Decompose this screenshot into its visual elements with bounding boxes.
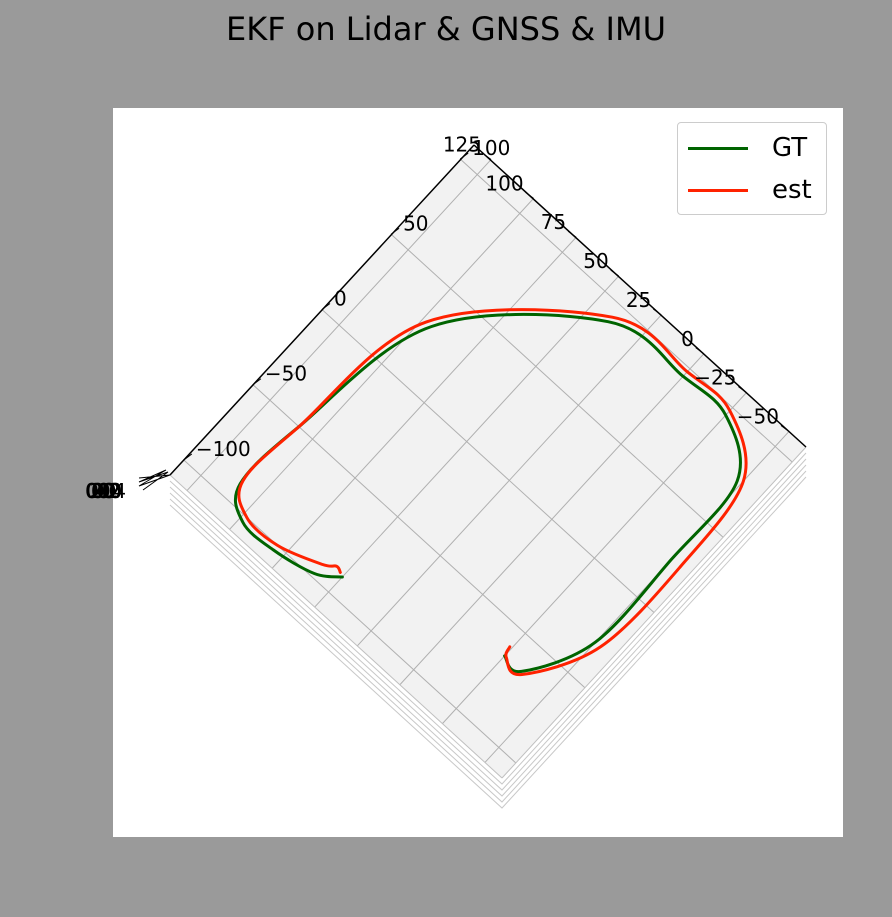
grid-line-y-3: [314, 275, 620, 608]
side-pane-line-3: [169, 464, 807, 797]
legend-label-est: est: [772, 175, 812, 205]
legend-swatch-gt: [688, 146, 748, 150]
y-tick-mark-7: [780, 425, 790, 432]
grid-line-y-7: [484, 431, 790, 763]
legend: GT est: [677, 122, 827, 215]
y-tick-label-0: 125: [443, 133, 481, 157]
legend-label-gt: GT: [772, 133, 808, 163]
z-axis-tick-labels: 0.02 0.04 0.00 0.02 0.04: [85, 479, 125, 503]
y-tick-mark-4: [652, 308, 662, 316]
grid-line-y-6: [442, 392, 747, 724]
chart-title: EKF on Lidar & GNSS & IMU: [225, 10, 667, 48]
y-tick-mark-0: [482, 153, 492, 160]
grid-layer: [183, 158, 793, 764]
y-tick-label-5: 0: [681, 327, 694, 351]
x-tick-label-4: 100: [472, 136, 510, 160]
front-edge-left: [169, 474, 503, 779]
legend-item-gt: GT: [688, 133, 807, 163]
grid-line-y-0: [186, 159, 492, 491]
grid-line-y-4: [356, 314, 662, 647]
x-tick-label-3: 50: [403, 211, 428, 235]
y-tick-label-3: 50: [583, 249, 608, 273]
legend-item-est: est: [688, 175, 812, 205]
y-tick-mark-3: [610, 269, 620, 277]
y-tick-mark-6: [738, 386, 747, 394]
series-line-est: [237, 308, 748, 677]
front-edge-right: [501, 446, 807, 779]
side-pane-line-5: [169, 476, 807, 809]
x-tick-mark-0: [183, 453, 193, 461]
y-axis-line: [169, 144, 475, 476]
x-tick-mark-2: [321, 303, 331, 310]
grid-line-x-1: [252, 384, 586, 689]
series-line-gt: [233, 312, 742, 674]
series-layer: [233, 308, 748, 677]
y-tick-label-6: −25: [694, 366, 736, 390]
x-tick-mark-1: [252, 378, 262, 386]
grid-line-y-2: [271, 236, 577, 569]
side-pane-line-4: [169, 470, 807, 803]
x-tick-mark-3: [390, 227, 400, 235]
x-tick-label-2: 0: [334, 287, 347, 311]
x-tick-label-0: −100: [196, 437, 251, 461]
legend-swatch-est: [688, 188, 748, 192]
y-tick-label-2: 75: [541, 210, 566, 234]
side-layer: [169, 452, 807, 809]
y-tick-label-7: −50: [737, 404, 779, 428]
y-tick-mark-5: [695, 347, 705, 355]
y-tick-mark-2: [567, 230, 577, 238]
y-tick-mark-1: [525, 191, 534, 199]
x-tick-mark-4: [459, 152, 469, 160]
x-tick-label-1: −50: [265, 362, 307, 386]
grid-line-x-4: [459, 158, 793, 463]
z-tick-marks: [138, 469, 171, 491]
grid-line-x-3: [390, 233, 724, 538]
grid-line-x-2: [321, 309, 655, 613]
grid-line-y-5: [399, 353, 705, 686]
y-tick-label-1: 100: [485, 171, 523, 195]
side-pane-line-2: [169, 458, 807, 791]
y-tick-label-4: 25: [626, 288, 651, 312]
grid-line-y-1: [229, 198, 534, 530]
grid-line-x-0: [183, 459, 517, 764]
side-pane-line-1: [169, 452, 807, 785]
